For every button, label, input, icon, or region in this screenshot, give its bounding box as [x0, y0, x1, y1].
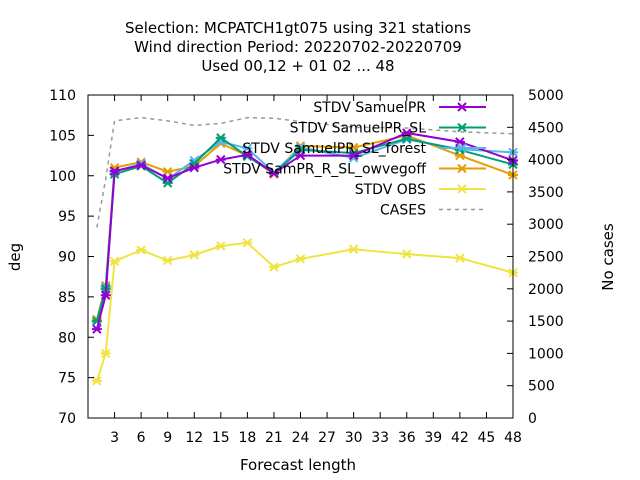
x-tick-label: 30 [345, 430, 363, 446]
data-point [454, 137, 465, 147]
x-tick-label: 27 [318, 430, 336, 446]
data-point [162, 255, 173, 266]
x-tick-label: 45 [478, 430, 496, 446]
data-point [348, 150, 359, 161]
y2-tick-label: 2500 [528, 250, 564, 266]
data-point [242, 150, 253, 160]
legend-label: STDV SamuelPR [313, 100, 426, 116]
data-point [348, 244, 359, 254]
x-tick-label: 6 [137, 430, 146, 446]
y2-tick-label: 500 [528, 379, 555, 395]
x-tick-label: 3 [110, 430, 119, 446]
y-tick-label: 105 [49, 128, 76, 144]
legend-swatch-marker [457, 163, 467, 174]
y2-tick-label: 3500 [528, 185, 564, 201]
data-point [100, 348, 111, 359]
series-3 [91, 130, 518, 325]
series-4 [91, 238, 518, 386]
y2-tick-label: 4000 [528, 153, 564, 169]
axes: 3 6 9 12 15 18 21 24 27 30 33 36 39 42 45 4870758085909… [49, 88, 563, 446]
legend-swatch-marker [457, 102, 467, 112]
data-point [454, 253, 465, 263]
data-point [189, 162, 200, 173]
data-point [268, 262, 279, 272]
x-tick-label: 24 [292, 430, 310, 446]
series-line [96, 116, 514, 228]
y-tick-label: 80 [58, 330, 76, 346]
legend-swatch-marker [457, 143, 467, 153]
x-tick-label: 33 [371, 430, 389, 446]
data-point [91, 324, 102, 334]
series-0 [91, 128, 518, 334]
y-tick-label: 75 [58, 371, 76, 387]
x-tick-label: 9 [163, 430, 172, 446]
data-point [401, 249, 412, 259]
x-tick-label: 48 [504, 430, 522, 446]
data-point [295, 254, 306, 264]
legend-label: CASES [380, 203, 426, 219]
data-point [295, 150, 306, 161]
chart-title-line-3: Used 00,12 + 01 02 ... 48 [201, 57, 394, 75]
y2-tick-label: 2000 [528, 282, 564, 298]
legend-label: STDV SamuelPR_SL [290, 121, 427, 137]
legend-label: STDV SamPR_R_SL_owvegoff [223, 162, 426, 178]
legend-swatch-marker [457, 122, 467, 133]
x-tick-label: 42 [451, 430, 469, 446]
x-tick-label: 39 [424, 430, 442, 446]
x-axis-label: Forecast length [240, 456, 356, 474]
chart-title-line-2: Wind direction Period: 20220702-20220709 [134, 38, 462, 56]
data-point [401, 128, 412, 138]
legend-swatch-marker [457, 184, 467, 194]
data-point [109, 166, 120, 176]
series-5 [96, 116, 514, 228]
y2-tick-label: 4500 [528, 120, 564, 136]
data-point [268, 168, 279, 179]
data-point [242, 238, 253, 248]
data-point [136, 160, 147, 170]
x-tick-label: 36 [398, 430, 416, 446]
x-tick-label: 12 [185, 430, 203, 446]
data-point [189, 250, 200, 260]
data-point [91, 376, 102, 386]
y2-tick-label: 1500 [528, 314, 564, 330]
chart-title-line-1: Selection: MCPATCH1gt075 using 321 stati… [125, 19, 471, 37]
x-tick-label: 18 [238, 430, 256, 446]
data-point [215, 133, 226, 143]
y-tick-label: 90 [58, 250, 76, 266]
x-tick-label: 15 [212, 430, 230, 446]
legend: STDV SamuelPR STDV SamuelPR_SL STDV Samuel… [223, 100, 486, 219]
y-tick-label: 70 [58, 411, 76, 427]
y-tick-label: 100 [49, 169, 76, 185]
y-tick-label: 95 [58, 209, 76, 225]
plot-area [91, 116, 518, 386]
y2-tick-label: 5000 [528, 88, 564, 104]
y-axis-label: deg [6, 243, 24, 271]
data-point [162, 173, 173, 183]
series-line [95, 136, 514, 322]
x-tick-label: 21 [265, 430, 283, 446]
y2-tick-label: 3000 [528, 217, 564, 233]
y2-tick-label: 0 [528, 411, 537, 427]
legend-label: STDV SamuelPR_SL_forest [242, 141, 426, 157]
y-tick-label: 85 [58, 290, 76, 306]
y2-tick-label: 1000 [528, 346, 564, 362]
legend-label: STDV OBS [355, 182, 426, 198]
data-point [109, 256, 120, 267]
data-point [215, 154, 226, 165]
data-point [136, 245, 147, 255]
y-tick-label: 110 [49, 88, 76, 104]
y2-axis-label: No cases [599, 223, 617, 291]
data-point [100, 290, 111, 300]
series-line [95, 241, 514, 382]
data-point [215, 241, 226, 251]
